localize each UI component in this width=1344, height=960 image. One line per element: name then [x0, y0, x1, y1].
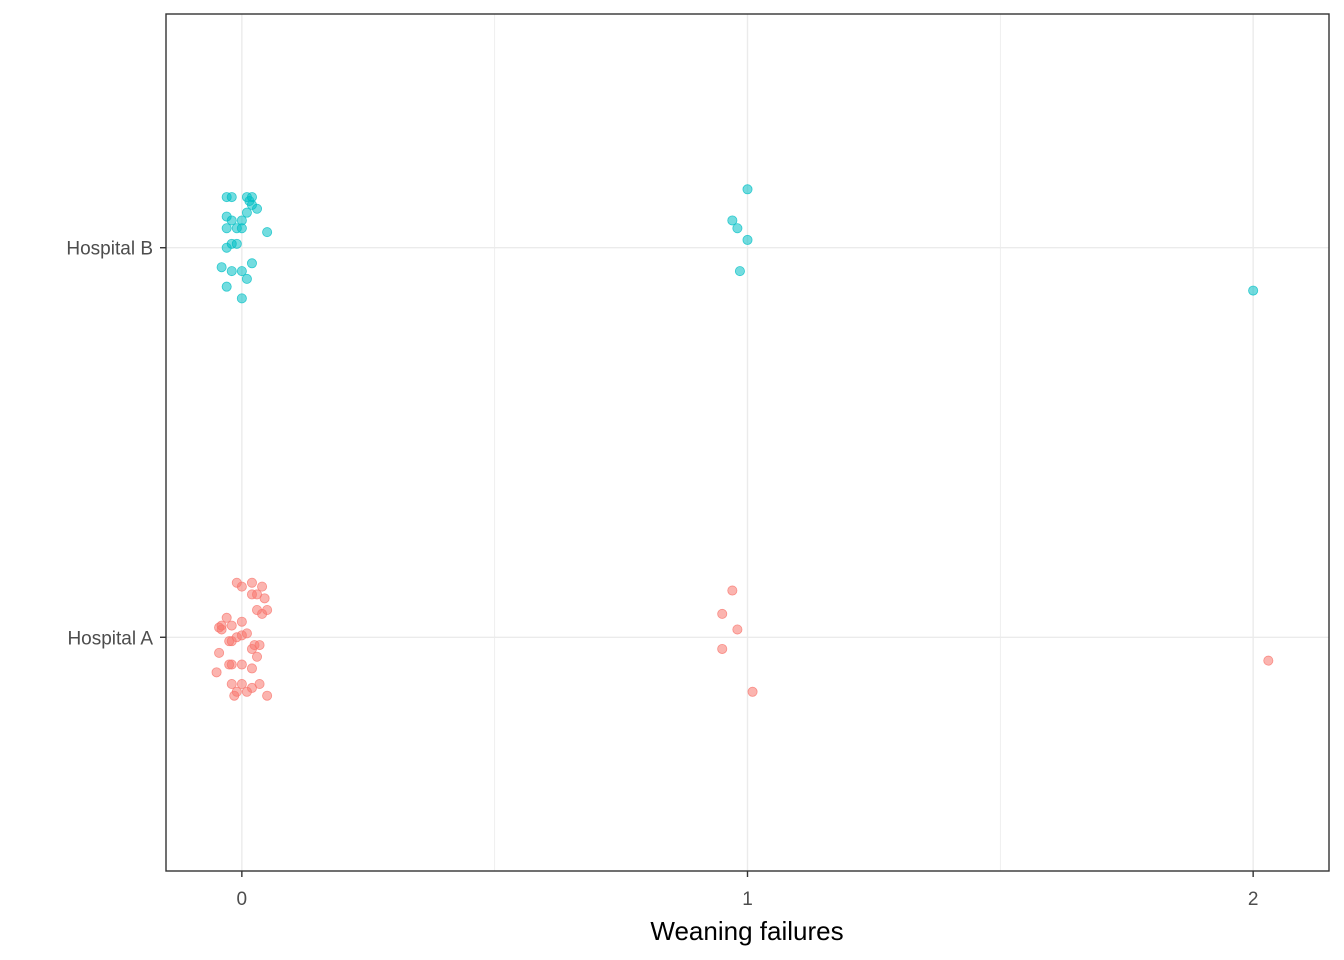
data-point: [252, 651, 263, 662]
data-point: [257, 608, 268, 619]
x-tick-label: 1: [742, 889, 753, 910]
x-axis-title: Weaning failures: [650, 916, 843, 946]
x-tick-label: 2: [1248, 889, 1259, 910]
data-point: [732, 223, 743, 234]
data-point: [216, 624, 227, 635]
data-point: [747, 686, 758, 697]
data-point: [254, 679, 265, 690]
data-point: [1248, 285, 1259, 296]
data-point: [221, 612, 232, 623]
data-point: [236, 659, 247, 670]
data-point: [226, 636, 237, 647]
data-point: [259, 593, 270, 604]
data-point: [742, 184, 753, 195]
data-point: [221, 242, 232, 253]
data-point: [221, 281, 232, 292]
data-point: [226, 679, 237, 690]
data-point: [717, 643, 728, 654]
data-point: [236, 581, 247, 592]
data-point: [246, 663, 257, 674]
data-point: [226, 215, 237, 226]
data-point: [241, 207, 252, 218]
data-point: [262, 227, 273, 238]
data-point: [224, 659, 235, 670]
data-point: [732, 624, 743, 635]
minor-gridlines: [494, 14, 1001, 871]
data-point: [241, 273, 252, 284]
data-point: [717, 608, 728, 619]
data-point: [236, 223, 247, 234]
data-point: [236, 679, 247, 690]
data-point: [221, 223, 232, 234]
data-point: [226, 192, 237, 203]
data-point: [226, 266, 237, 277]
data-point: [734, 266, 745, 277]
data-point: [257, 581, 268, 592]
data-point: [246, 577, 257, 588]
data-point: [231, 238, 242, 249]
major-gridlines: [166, 14, 1329, 871]
data-points: [211, 184, 1274, 701]
data-point: [226, 620, 237, 631]
y-tick-label: Hospital A: [67, 628, 153, 649]
data-point: [216, 262, 227, 273]
y-axis-ticks: Hospital A Hospital B: [66, 239, 166, 649]
data-point: [246, 643, 257, 654]
data-point: [1263, 655, 1274, 666]
data-point: [727, 215, 738, 226]
x-tick-label: 0: [237, 889, 248, 910]
data-point: [236, 293, 247, 304]
data-point: [241, 686, 252, 697]
data-point: [246, 258, 257, 269]
data-point: [211, 667, 222, 678]
data-point: [252, 203, 263, 214]
data-point: [727, 585, 738, 596]
data-point: [236, 616, 247, 627]
data-point: [262, 690, 273, 701]
data-point: [742, 234, 753, 245]
data-point: [229, 690, 240, 701]
data-point: [236, 266, 247, 277]
data-point: [214, 647, 225, 658]
y-tick-label: Hospital B: [66, 239, 153, 260]
x-axis-ticks: 0 1 2: [237, 871, 1259, 910]
